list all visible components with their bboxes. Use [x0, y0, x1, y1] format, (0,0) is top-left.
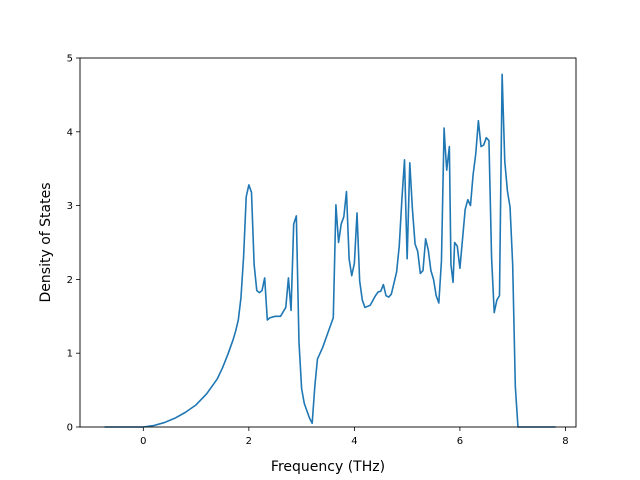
y-axis-label: Density of States [38, 183, 54, 303]
y-tick-label: 2 [67, 275, 73, 286]
y-tick-label: 0 [67, 423, 73, 434]
x-tick-label: 8 [562, 436, 568, 447]
x-tick-label: 2 [246, 436, 252, 447]
y-tick-label: 3 [67, 201, 73, 212]
x-tick-label: 6 [457, 436, 463, 447]
x-tick-label: 0 [140, 436, 146, 447]
y-tick-label: 1 [67, 349, 73, 360]
x-tick-label: 4 [351, 436, 357, 447]
axis-ticks: 0 2 4 6 8 0 1 2 3 4 5 [67, 54, 569, 448]
plot-frame [79, 57, 577, 428]
series-line [104, 73, 556, 428]
x-axis-label: Frequency (THz) [271, 459, 385, 475]
y-tick-label: 4 [67, 127, 73, 138]
y-tick-label: 5 [67, 54, 73, 65]
